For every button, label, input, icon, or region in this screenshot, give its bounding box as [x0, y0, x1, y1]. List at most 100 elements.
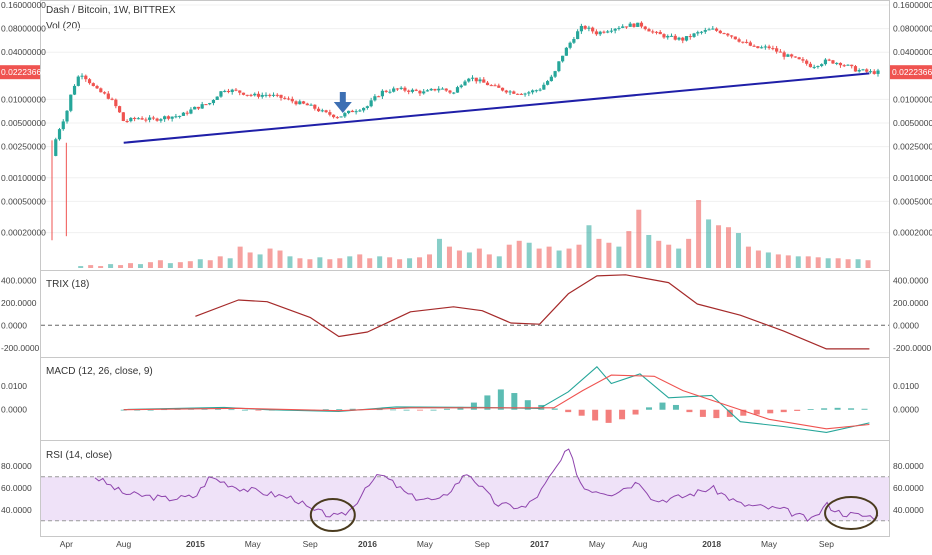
macd-hist-bar: [753, 409, 760, 415]
candle-body: [301, 101, 306, 104]
candle-body: [80, 75, 84, 77]
rsi-tick-left: 40.0000: [1, 505, 32, 515]
candle-body: [230, 89, 234, 93]
volume-bar: [785, 255, 791, 268]
candle-body: [485, 82, 490, 86]
candle-body: [801, 59, 805, 61]
volume-bar: [486, 254, 492, 268]
candle-body: [872, 71, 876, 74]
candle-body: [219, 91, 223, 97]
candle-body: [249, 94, 253, 96]
price-candles: [51, 21, 880, 241]
x-tick-label: 2018: [702, 539, 721, 549]
candle-body: [422, 91, 426, 94]
candle-body: [865, 69, 869, 72]
volume-bar: [835, 258, 841, 268]
x-axis: Apr Aug 2015 May Sep 2016 May Sep 2017 May Aug 2018…: [60, 539, 834, 549]
candle-body: [778, 51, 782, 53]
candle-body: [347, 110, 351, 114]
trix-legend: TRIX (18): [46, 279, 89, 290]
volume-bar: [88, 265, 94, 268]
volume-bar: [187, 261, 193, 268]
volume-bars: [78, 200, 871, 268]
volume-bar: [317, 257, 323, 268]
volume-bar: [496, 256, 502, 268]
candle-body: [688, 36, 692, 38]
volume-bar: [745, 246, 751, 268]
macd-hist-bar: [349, 408, 356, 410]
rsi-tick-right: 80.0000: [893, 461, 924, 471]
volume-bar: [666, 244, 672, 268]
candle-body: [763, 46, 767, 48]
volume-bar: [327, 259, 333, 268]
candle-body: [268, 94, 272, 96]
candle-body: [857, 70, 861, 72]
candle-body: [234, 89, 238, 91]
volume-bar: [576, 244, 582, 268]
macd-hist-bar: [713, 409, 720, 419]
candle-body: [298, 101, 302, 105]
price-tick-right: 0.00500000: [893, 118, 932, 128]
last-price-label: 0.02223669: [892, 67, 932, 77]
trix-tick-right: -200.0000: [893, 343, 932, 353]
volume-bar: [596, 238, 602, 268]
x-tick-label: Aug: [116, 539, 131, 549]
candle-body: [208, 103, 212, 105]
candle-body: [170, 116, 174, 119]
price-tick-left: 0.01000000: [1, 94, 46, 104]
volume-legend: Vol (20): [46, 21, 80, 32]
candle-body: [196, 106, 201, 109]
volume-bar: [128, 263, 134, 268]
candle-body: [579, 25, 583, 32]
candle-body: [842, 65, 846, 67]
candle-body: [497, 85, 501, 88]
candle-body: [714, 28, 719, 31]
volume-bar: [277, 250, 283, 268]
macd-hist-bar: [470, 402, 477, 410]
candle-body: [850, 64, 854, 67]
candle-body: [178, 115, 182, 117]
candle-body: [651, 31, 655, 33]
candle-body: [527, 92, 531, 94]
volume-bar: [506, 244, 512, 268]
volume-bar: [696, 200, 702, 268]
candle-body: [744, 41, 749, 43]
candle-body: [654, 31, 659, 33]
candle-body: [95, 86, 99, 89]
candle-body: [576, 31, 580, 40]
candle-body: [587, 27, 591, 29]
candle-body: [283, 97, 287, 99]
candle-body: [677, 37, 681, 40]
candle-body: [410, 89, 415, 92]
candle-body: [530, 90, 535, 93]
macd-hist-bar: [646, 407, 653, 410]
candle-body: [395, 88, 400, 90]
candle-body: [636, 22, 640, 27]
candle-body: [271, 94, 276, 96]
volume-bar: [566, 248, 572, 268]
trix-tick-left: -200.0000: [1, 343, 40, 353]
volume-bar: [108, 264, 114, 268]
macd-hist-bar: [255, 409, 262, 411]
candle-body: [613, 28, 617, 31]
candle-body: [313, 104, 317, 109]
candle-body: [564, 47, 568, 56]
macd-hist-bar: [430, 409, 437, 411]
candle-body: [752, 45, 756, 47]
annotations: [309, 92, 879, 532]
candle-body: [666, 35, 670, 38]
price-tick-left: 0.08000000: [1, 24, 46, 34]
volume-bar: [636, 209, 642, 268]
candle-body: [606, 31, 610, 33]
volume-bar: [476, 248, 482, 268]
volume-bar: [307, 259, 313, 268]
candle-body: [609, 30, 614, 32]
candle-body: [591, 27, 595, 32]
candle-body: [546, 81, 550, 85]
volume-bar: [436, 238, 442, 268]
candle-body: [69, 94, 73, 111]
macd-hist-bar: [726, 409, 733, 417]
candle-body: [392, 88, 396, 92]
volume-bar: [855, 259, 861, 268]
